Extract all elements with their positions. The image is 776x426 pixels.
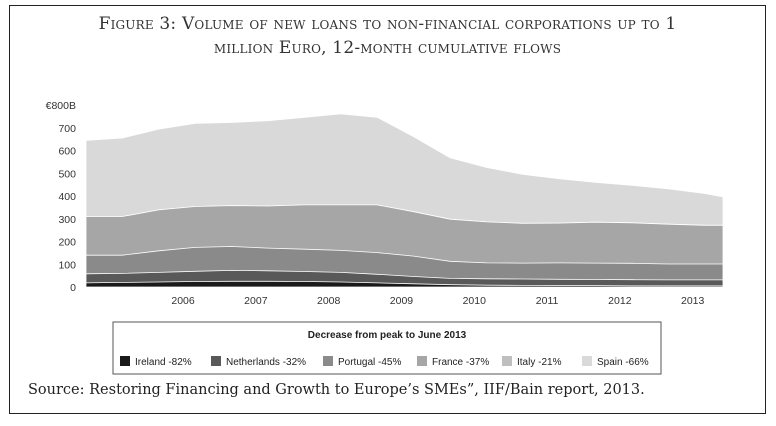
y-tick-label: 500	[58, 168, 76, 180]
legend-swatch	[120, 356, 130, 366]
x-tick-label: 2012	[608, 295, 632, 307]
y-tick-label: 700	[58, 123, 76, 135]
x-tick-label: 2008	[317, 295, 341, 307]
y-tick-label: 400	[58, 191, 76, 203]
y-tick-label: 0	[70, 282, 76, 294]
x-tick-label: 2010	[463, 295, 487, 307]
y-tick-label: 600	[58, 146, 76, 158]
legend-box	[112, 321, 662, 375]
legend-swatch	[502, 356, 512, 366]
legend-swatch	[323, 356, 333, 366]
title-line-2: million Euro, 12-month cumulative flows	[213, 38, 562, 58]
legend-label: Ireland -82%	[135, 357, 192, 368]
x-tick-label: 2007	[244, 295, 268, 307]
legend-label: Portugal -45%	[338, 357, 401, 368]
x-tick-label: 2011	[536, 295, 559, 307]
y-axis: €800B 0 100 200 300 400 500 600 700	[46, 100, 77, 294]
x-tick-label: 2009	[390, 295, 414, 307]
y-unit-label: €800B	[46, 100, 76, 112]
legend: Decrease from peak to June 2013 Ireland -…	[112, 321, 662, 375]
x-tick-label: 2013	[681, 295, 705, 307]
legend-label: Italy -21%	[517, 357, 562, 368]
area-ireland	[85, 280, 724, 288]
y-tick-label: 200	[58, 237, 76, 249]
title-line-1: Figure 3: Volume of new loans to non-fin…	[98, 14, 677, 34]
legend-swatch	[582, 356, 592, 366]
figure-title: Figure 3: Volume of new loans to non-fin…	[10, 12, 765, 60]
y-tick-label: 300	[58, 214, 76, 226]
legend-title: Decrease from peak to June 2013	[308, 330, 467, 341]
legend-label: France -37%	[432, 357, 489, 368]
legend-label: Spain -66%	[597, 357, 649, 368]
x-tick-label: 2006	[171, 295, 195, 307]
series-areas	[85, 113, 724, 288]
source-note: Source: Restoring Financing and Growth t…	[28, 382, 645, 398]
legend-swatch	[211, 356, 221, 366]
x-axis: 2006 2007 2008 2009 2010 2011 2012 2013	[171, 295, 704, 307]
y-tick-label: 100	[58, 259, 76, 271]
legend-label: Netherlands -32%	[226, 357, 306, 368]
legend-swatch	[417, 356, 427, 366]
